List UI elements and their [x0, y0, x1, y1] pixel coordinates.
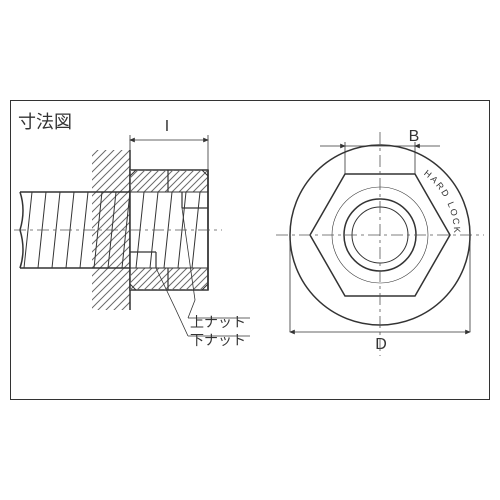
front-view: HARD LOCK — [276, 132, 484, 356]
svg-text:HARD LOCK: HARD LOCK — [422, 168, 462, 235]
diagram-svg: HARD LOCK — [0, 0, 500, 500]
hard-lock-text: HARD LOCK — [422, 168, 462, 235]
side-view — [14, 135, 250, 336]
